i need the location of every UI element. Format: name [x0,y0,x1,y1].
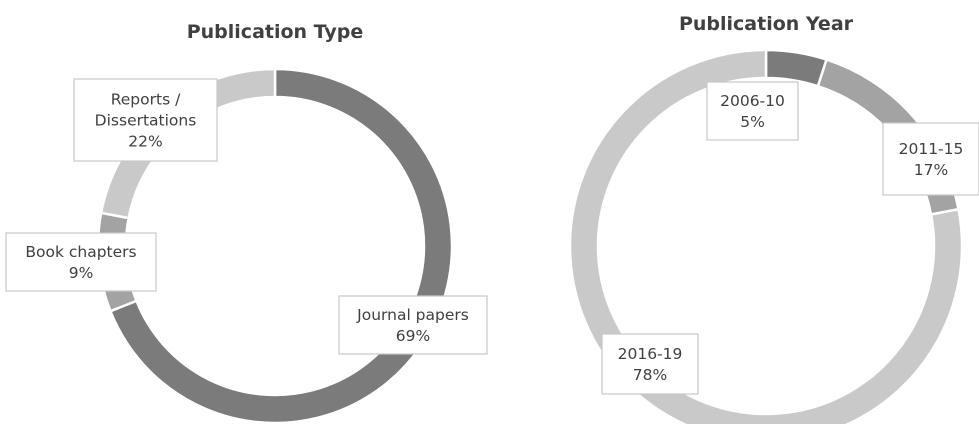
data-label-category: 2006-10 [720,92,785,110]
donut-slice-journal-papers [108,67,454,424]
data-label-percent: 78% [633,366,667,384]
data-label-category: Reports / [111,91,181,109]
donut-chart-publication-year: 2006-10 5% 2011-15 17% 2016-19 78% [568,48,979,424]
chart-title-publication-year: Publication Year [679,13,854,35]
donut-slice-2006-10 [764,48,829,88]
data-label-2006-10: 2006-10 5% [706,81,799,141]
data-label-reports-dissertations: Reports / Dissertations 22% [73,78,218,162]
data-label-box [5,232,157,292]
data-label-box [73,78,218,162]
data-label-box [706,81,799,141]
data-label-box [338,295,488,355]
donut-chart-publication-type: Journal papers 69% Book chapters 9% Reports … [5,67,488,424]
data-label-box [601,333,699,395]
data-label-category: Book chapters [25,243,136,261]
data-label-book-chapters: Book chapters 9% [5,232,157,292]
data-label-percent: 9% [69,264,94,282]
data-label-2011-15: 2011-15 17% [882,122,979,196]
data-label-percent: 5% [740,113,765,131]
donut-slice-2016-19 [568,48,964,424]
data-label-journal-papers: Journal papers 69% [338,295,488,355]
data-label-percent: 17% [914,161,948,179]
data-label-category: Journal papers [356,306,469,324]
data-label-box [882,122,979,196]
data-label-percent: 22% [128,133,162,151]
chart-title-publication-type: Publication Type [187,21,364,43]
data-label-category: 2016-19 [618,345,683,363]
data-label-percent: 69% [396,327,430,345]
data-label-category: Dissertations [95,112,197,130]
data-label-2016-19: 2016-19 78% [601,333,699,395]
data-label-category: 2011-15 [899,140,964,158]
